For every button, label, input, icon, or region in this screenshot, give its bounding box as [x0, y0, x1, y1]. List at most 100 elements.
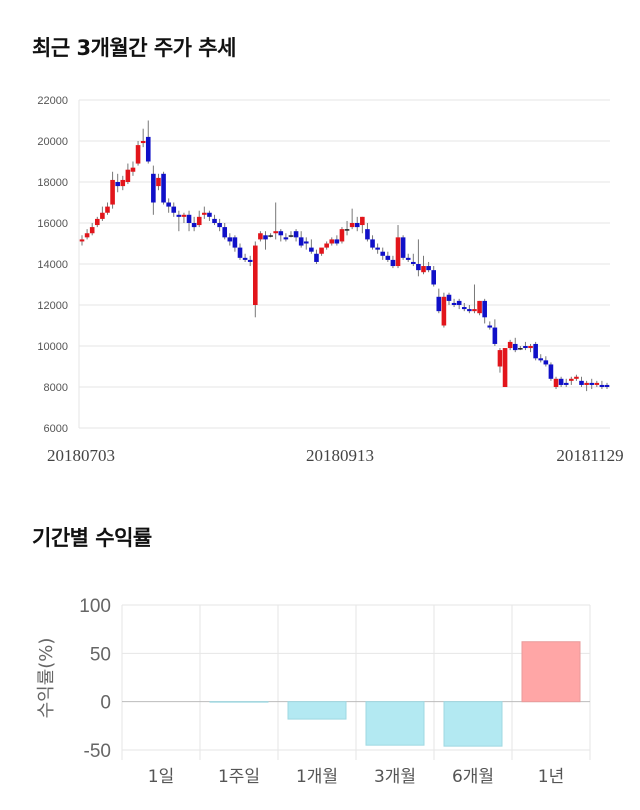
candle — [390, 255, 396, 269]
candle — [79, 235, 85, 246]
candle-body — [268, 235, 273, 237]
candle — [145, 120, 151, 164]
candle-body — [579, 380, 584, 385]
candle-body — [349, 223, 355, 228]
candle — [451, 298, 457, 308]
candle — [212, 214, 217, 226]
candle — [278, 229, 284, 242]
candle — [268, 233, 273, 238]
candle — [492, 319, 498, 346]
candle-body — [135, 145, 141, 164]
candle-body — [334, 239, 340, 244]
candle-body — [125, 169, 131, 182]
candle-body — [558, 378, 564, 385]
candle — [472, 284, 477, 314]
candle — [242, 253, 248, 262]
candle-body — [528, 346, 533, 349]
candle — [237, 243, 243, 260]
candle — [344, 220, 350, 236]
candle — [191, 216, 197, 232]
x-date-label: 20180913 — [306, 446, 374, 465]
candle — [140, 128, 146, 148]
candle-body — [212, 218, 217, 223]
candle-body — [523, 346, 528, 349]
candle-body — [227, 237, 233, 242]
x-date-label: 20180703 — [47, 446, 115, 465]
candle-body — [594, 382, 600, 385]
candle — [319, 247, 324, 256]
candle-body — [360, 216, 365, 226]
candle — [94, 216, 100, 228]
candle — [548, 362, 554, 381]
candle — [370, 235, 375, 250]
category-label: 1개월 — [296, 767, 338, 787]
candle — [303, 237, 309, 250]
candle — [380, 247, 386, 260]
candle — [232, 235, 238, 252]
candle — [385, 251, 391, 262]
candle-body — [319, 247, 324, 254]
candle-body — [105, 206, 110, 213]
candle — [553, 376, 559, 390]
candle-body — [553, 378, 559, 387]
candle-body — [421, 266, 426, 273]
x-date-label: 20181129 — [556, 446, 623, 465]
candle — [135, 141, 141, 166]
category-label: 6개월 — [452, 767, 494, 787]
return-bar — [521, 641, 581, 703]
candle — [589, 378, 595, 390]
candle-body — [416, 264, 421, 271]
candle-body — [329, 239, 335, 244]
candle — [558, 376, 564, 387]
candle — [339, 227, 345, 244]
candle-body — [354, 223, 360, 228]
candle-body — [563, 382, 569, 385]
candle — [125, 163, 131, 185]
candle-body — [258, 233, 263, 240]
candle-body — [405, 257, 411, 260]
candle-body — [395, 237, 401, 267]
candle-body — [130, 167, 136, 172]
candle-body — [151, 173, 156, 203]
candle — [512, 337, 518, 353]
candle — [130, 161, 136, 176]
candle-body — [140, 141, 146, 144]
candle — [482, 298, 487, 324]
candle — [247, 255, 253, 267]
candle-body — [207, 212, 212, 217]
candle — [584, 380, 589, 392]
candle-body — [171, 206, 177, 213]
candle — [543, 356, 549, 367]
candle-body — [94, 218, 100, 226]
candle-body — [145, 136, 151, 162]
candle-body — [110, 179, 115, 205]
candle — [574, 374, 579, 381]
candle-body — [181, 214, 187, 217]
candle-body — [538, 358, 544, 361]
candle — [431, 266, 436, 287]
candle-body — [492, 327, 498, 344]
candle-body — [461, 307, 467, 310]
candle-body — [79, 239, 85, 242]
y-tick-label: 8000 — [44, 382, 68, 394]
candle — [298, 231, 304, 248]
candle — [161, 171, 166, 205]
candle-body — [273, 231, 278, 234]
y-axis-label: 수익률(%) — [36, 638, 57, 719]
candle-body — [477, 300, 482, 314]
candle — [375, 243, 380, 254]
candle — [579, 376, 584, 387]
y-tick-label: 20000 — [37, 136, 68, 148]
candle-body — [166, 202, 171, 207]
y-tick-label: 14000 — [37, 259, 68, 271]
candle-body — [196, 216, 202, 226]
candle — [110, 171, 115, 209]
return-bar — [443, 701, 503, 747]
candle-body — [253, 245, 258, 305]
candle — [105, 202, 110, 215]
candle-body — [288, 235, 294, 237]
y-tick-label: 16000 — [37, 218, 68, 230]
candle-body — [436, 296, 442, 312]
candle — [360, 216, 365, 234]
candle — [497, 348, 503, 373]
